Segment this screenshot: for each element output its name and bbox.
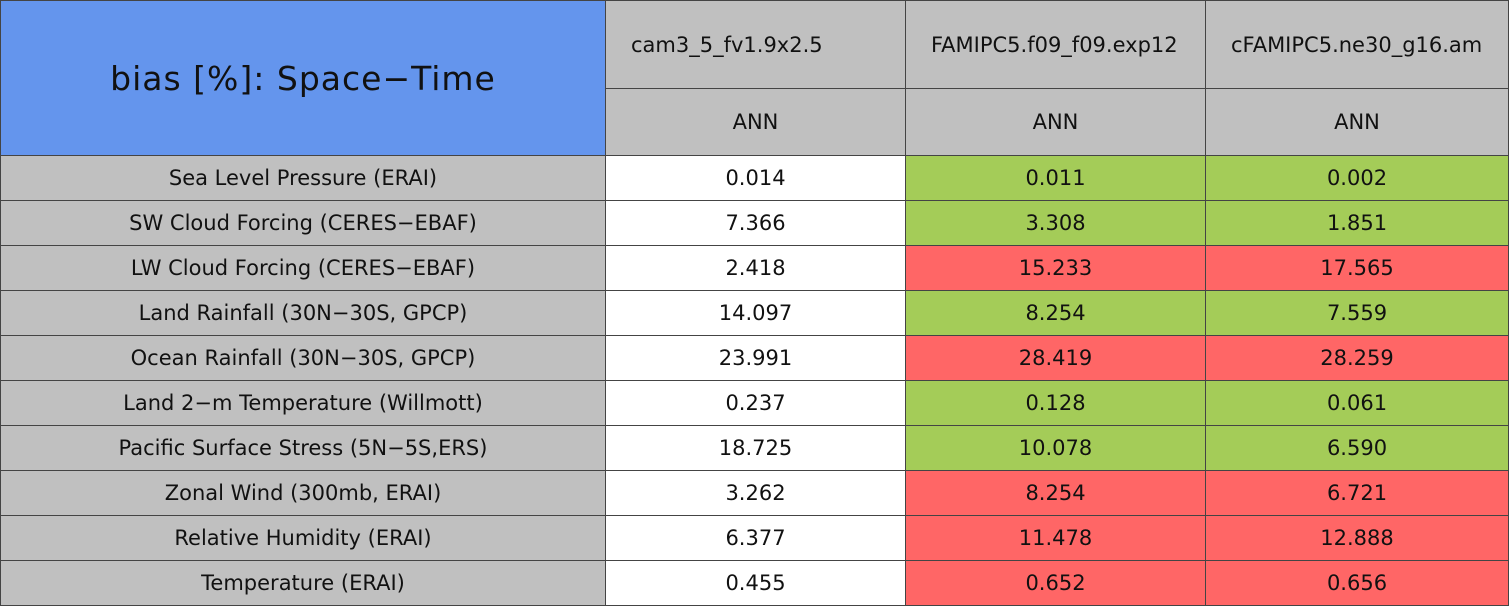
- row-label: Pacific Surface Stress (5N−5S,ERS): [0, 425, 606, 471]
- row-label-text: Relative Humidity (ERAI): [174, 526, 432, 550]
- value-cell: 8.254: [905, 470, 1206, 516]
- column-header-text: cFAMIPC5.ne30_g16.am: [1231, 32, 1483, 57]
- value-cell-text: 1.851: [1326, 211, 1388, 235]
- value-cell: 6.590: [1205, 425, 1509, 471]
- column-header: FAMIPC5.f09_f09.exp12: [905, 0, 1206, 89]
- value-cell: 0.455: [605, 560, 906, 606]
- value-cell: 6.721: [1205, 470, 1509, 516]
- season-header: ANN: [605, 88, 906, 156]
- value-cell-text: 18.725: [718, 436, 793, 460]
- column-header-cell: [605, 0, 906, 89]
- value-cell-text: 3.262: [725, 481, 786, 505]
- season-header-text: ANN: [732, 110, 779, 134]
- value-cell-text: 2.418: [725, 256, 786, 280]
- row-label-text: Ocean Rainfall (30N−30S, GPCP): [130, 346, 476, 370]
- row-label: Sea Level Pressure (ERAI): [0, 155, 606, 201]
- value-cell-text: 7.366: [725, 211, 786, 235]
- value-cell: 12.888: [1205, 515, 1509, 561]
- value-cell-text: 0.002: [1326, 166, 1388, 190]
- row-label-text: LW Cloud Forcing (CERES−EBAF): [130, 256, 476, 280]
- value-cell: 7.559: [1205, 290, 1509, 336]
- column-header-text: FAMIPC5.f09_f09.exp12: [931, 32, 1178, 57]
- value-cell-text: 11.478: [1018, 526, 1093, 550]
- value-cell: 11.478: [905, 515, 1206, 561]
- row-label: Zonal Wind (300mb, ERAI): [0, 470, 606, 516]
- table-title: bias [%]: Space−Time: [0, 0, 606, 156]
- column-header: cam3_5_fv1.9x2.5: [605, 0, 906, 89]
- value-cell-text: 0.128: [1025, 391, 1086, 415]
- table-title-text: bias [%]: Space−Time: [110, 58, 496, 98]
- value-cell: 28.259: [1205, 335, 1509, 381]
- value-cell: 0.237: [605, 380, 906, 426]
- season-header-text: ANN: [1032, 110, 1079, 134]
- value-cell: 17.565: [1205, 245, 1509, 291]
- value-cell: 18.725: [605, 425, 906, 471]
- value-cell-text: 12.888: [1320, 526, 1394, 550]
- value-cell: 23.991: [605, 335, 906, 381]
- value-cell-text: 17.565: [1320, 256, 1394, 280]
- value-cell: 7.366: [605, 200, 906, 246]
- row-label-text: Temperature (ERAI): [201, 571, 405, 595]
- value-cell-text: 3.308: [1025, 211, 1086, 235]
- value-cell-text: 6.721: [1326, 481, 1388, 505]
- value-cell-text: 8.254: [1025, 481, 1086, 505]
- value-cell-text: 8.254: [1025, 301, 1086, 325]
- season-header: ANN: [1205, 88, 1509, 156]
- row-label-text: Sea Level Pressure (ERAI): [168, 166, 438, 190]
- value-cell-text: 6.377: [725, 526, 786, 550]
- value-cell-text: 0.652: [1025, 571, 1086, 595]
- row-label: Ocean Rainfall (30N−30S, GPCP): [0, 335, 606, 381]
- row-label-text: Land 2−m Temperature (Willmott): [123, 391, 483, 415]
- row-label-text: Pacific Surface Stress (5N−5S,ERS): [118, 436, 488, 460]
- value-cell-text: 15.233: [1018, 256, 1093, 280]
- season-header: ANN: [905, 88, 1206, 156]
- value-cell: 1.851: [1205, 200, 1509, 246]
- column-header-text: cam3_5_fv1.9x2.5: [631, 32, 823, 57]
- value-cell-text: 6.590: [1326, 436, 1388, 460]
- value-cell-text: 0.237: [725, 391, 786, 415]
- value-cell: 10.078: [905, 425, 1206, 471]
- row-label: Land 2−m Temperature (Willmott): [0, 380, 606, 426]
- value-cell: 0.652: [905, 560, 1206, 606]
- row-label: Temperature (ERAI): [0, 560, 606, 606]
- value-cell: 6.377: [605, 515, 906, 561]
- row-label: Relative Humidity (ERAI): [0, 515, 606, 561]
- value-cell-text: 0.455: [725, 571, 786, 595]
- row-label-text: SW Cloud Forcing (CERES−EBAF): [129, 211, 477, 235]
- value-cell: 3.308: [905, 200, 1206, 246]
- column-header: cFAMIPC5.ne30_g16.am: [1205, 0, 1509, 89]
- value-cell-text: 0.014: [725, 166, 786, 190]
- value-cell: 0.656: [1205, 560, 1509, 606]
- value-cell-text: 0.656: [1326, 571, 1388, 595]
- value-cell: 0.002: [1205, 155, 1509, 201]
- row-label-text: Land Rainfall (30N−30S, GPCP): [138, 301, 468, 325]
- column-header-cell: [905, 0, 1206, 89]
- row-label: SW Cloud Forcing (CERES−EBAF): [0, 200, 606, 246]
- value-cell: 0.014: [605, 155, 906, 201]
- value-cell-text: 0.061: [1326, 391, 1388, 415]
- value-cell-text: 7.559: [1326, 301, 1388, 325]
- value-cell-text: 10.078: [1018, 436, 1093, 460]
- value-cell: 14.097: [605, 290, 906, 336]
- value-cell: 28.419: [905, 335, 1206, 381]
- value-cell: 2.418: [605, 245, 906, 291]
- value-cell-text: 28.259: [1320, 346, 1394, 370]
- value-cell-text: 0.011: [1025, 166, 1086, 190]
- value-cell: 8.254: [905, 290, 1206, 336]
- row-label-text: Zonal Wind (300mb, ERAI): [164, 481, 442, 505]
- season-header-text: ANN: [1334, 110, 1380, 134]
- value-cell-text: 23.991: [718, 346, 793, 370]
- value-cell: 15.233: [905, 245, 1206, 291]
- value-cell-text: 28.419: [1018, 346, 1093, 370]
- row-label: LW Cloud Forcing (CERES−EBAF): [0, 245, 606, 291]
- value-cell: 0.128: [905, 380, 1206, 426]
- value-cell: 3.262: [605, 470, 906, 516]
- value-cell: 0.011: [905, 155, 1206, 201]
- row-label: Land Rainfall (30N−30S, GPCP): [0, 290, 606, 336]
- value-cell-text: 14.097: [718, 301, 793, 325]
- value-cell: 0.061: [1205, 380, 1509, 426]
